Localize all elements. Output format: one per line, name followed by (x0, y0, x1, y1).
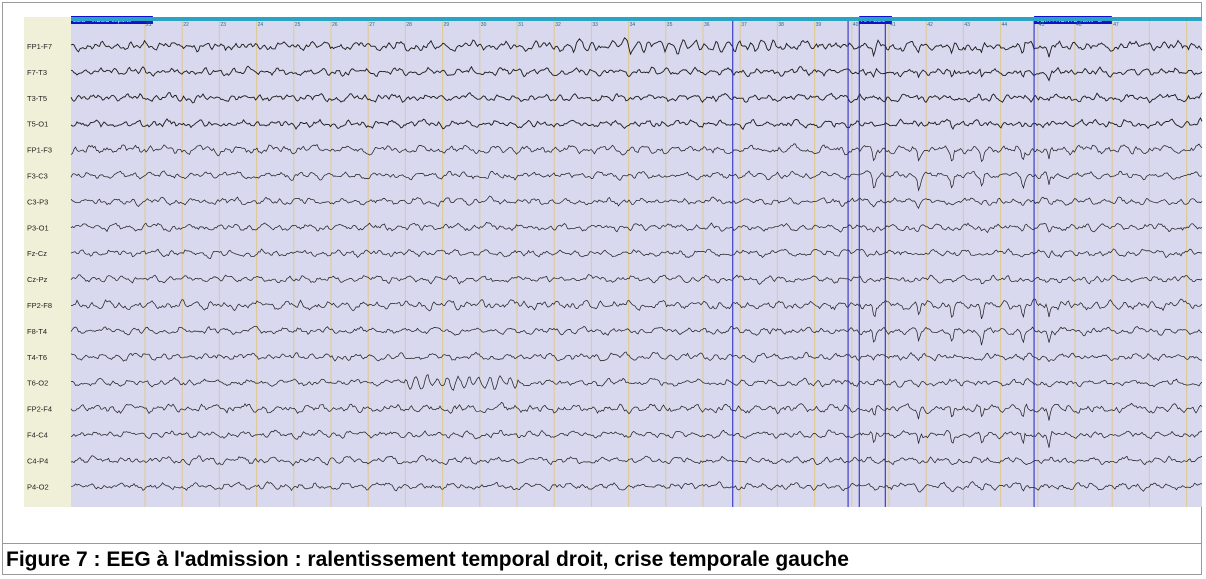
channel-labels: FP1-F7 F7-T3 T3-T5 T5-O1 FP1-F3 F3-C3 C3-P3 P3-… (27, 42, 52, 491)
channel-label: FP1-F7 (27, 42, 52, 51)
figure-caption: Figure 7 : EEG à l'admission : ralentiss… (6, 548, 849, 571)
time-tick-label: 33 (592, 22, 598, 28)
time-tick-label: 45 (1039, 22, 1045, 28)
channel-label: FP1-F3 (27, 146, 52, 155)
eeg-trace (70, 374, 1203, 391)
channel-label: T3-T5 (27, 94, 47, 103)
eeg-trace (70, 274, 1203, 285)
time-tick-label: 26 (332, 22, 338, 28)
channel-label: Fz-Cz (27, 249, 47, 258)
channel-label: FP2-F4 (27, 405, 52, 414)
channel-label: F7-T3 (27, 68, 47, 77)
time-tick-label: 34 (630, 22, 636, 28)
time-tick-label: 29 (444, 22, 450, 28)
eeg-trace (70, 401, 1203, 421)
time-ruler: 21 22 23 24 25 26 27 28 29 30 31 32 33 34 35 36 37 38 39 40… (71, 17, 1202, 28)
channel-label: P4-O2 (27, 482, 49, 491)
channel-label: C4-P4 (27, 456, 48, 465)
time-tick-label: 39 (816, 22, 822, 28)
time-tick-label: 46 (1076, 22, 1082, 28)
eeg-trace (70, 248, 1203, 260)
channel-label: F8-T4 (27, 327, 47, 336)
eeg-trace (70, 221, 1203, 234)
time-tick-label: 35 (667, 22, 673, 28)
eeg-traces (70, 37, 1203, 493)
time-tick-label: 28 (406, 22, 412, 28)
channel-label: F3-C3 (27, 172, 48, 181)
eeg-trace (70, 351, 1203, 363)
eeg-trace (70, 117, 1203, 131)
time-tick-label: 30 (481, 22, 487, 28)
time-tick-label: 37 (741, 22, 747, 28)
time-tick-label: 36 (704, 22, 710, 28)
eeg-trace (70, 143, 1203, 163)
trace-area (71, 17, 1202, 507)
eeg-trace (70, 170, 1203, 192)
eeg-trace (70, 298, 1203, 320)
time-tick-label: 41 (890, 22, 896, 28)
time-tick-label: 25 (295, 22, 301, 28)
channel-label: Cz-Pz (27, 275, 48, 284)
time-tick-label: 40 (853, 22, 859, 28)
time-tick-label: 22 (183, 22, 189, 28)
eeg-trace (70, 481, 1203, 493)
channel-label: T6-O2 (27, 379, 48, 388)
label-column (24, 17, 71, 507)
eeg-trace (70, 429, 1203, 448)
time-tick-label: 47 (1113, 22, 1119, 28)
time-tick-label: 31 (518, 22, 524, 28)
eeg-trace (70, 65, 1203, 82)
time-tick-label: 21 (146, 22, 152, 28)
eeg-trace (70, 92, 1203, 104)
eeg-trace (70, 37, 1203, 58)
channel-label: FP2-F8 (27, 301, 52, 310)
eeg-trace (70, 455, 1203, 467)
time-tick-label: 43 (964, 22, 970, 28)
time-tick-label: 42 (927, 22, 933, 28)
eeg-trace (70, 195, 1203, 210)
eeg-background (24, 17, 1202, 507)
time-ruler-bar (71, 17, 1202, 21)
time-tick-label: 23 (220, 22, 226, 28)
time-tick-label: 44 (1002, 22, 1008, 28)
time-tick-label: 38 (778, 22, 784, 28)
channel-label: C3-P3 (27, 197, 48, 206)
time-tick-label: 32 (555, 22, 561, 28)
eeg-chart: EEG - VIDEO exportéAPPEL/2VOIR FRONTO TE… (24, 16, 1203, 507)
time-tick-label: 24 (258, 22, 264, 28)
time-tick-label: 27 (369, 22, 375, 28)
eeg-trace (70, 325, 1203, 346)
channel-label: F4-C4 (27, 431, 48, 440)
channel-label: T5-O1 (27, 120, 48, 129)
channel-label: P3-O1 (27, 223, 49, 232)
caption-divider (3, 543, 1201, 544)
channel-label: T4-T6 (27, 353, 47, 362)
